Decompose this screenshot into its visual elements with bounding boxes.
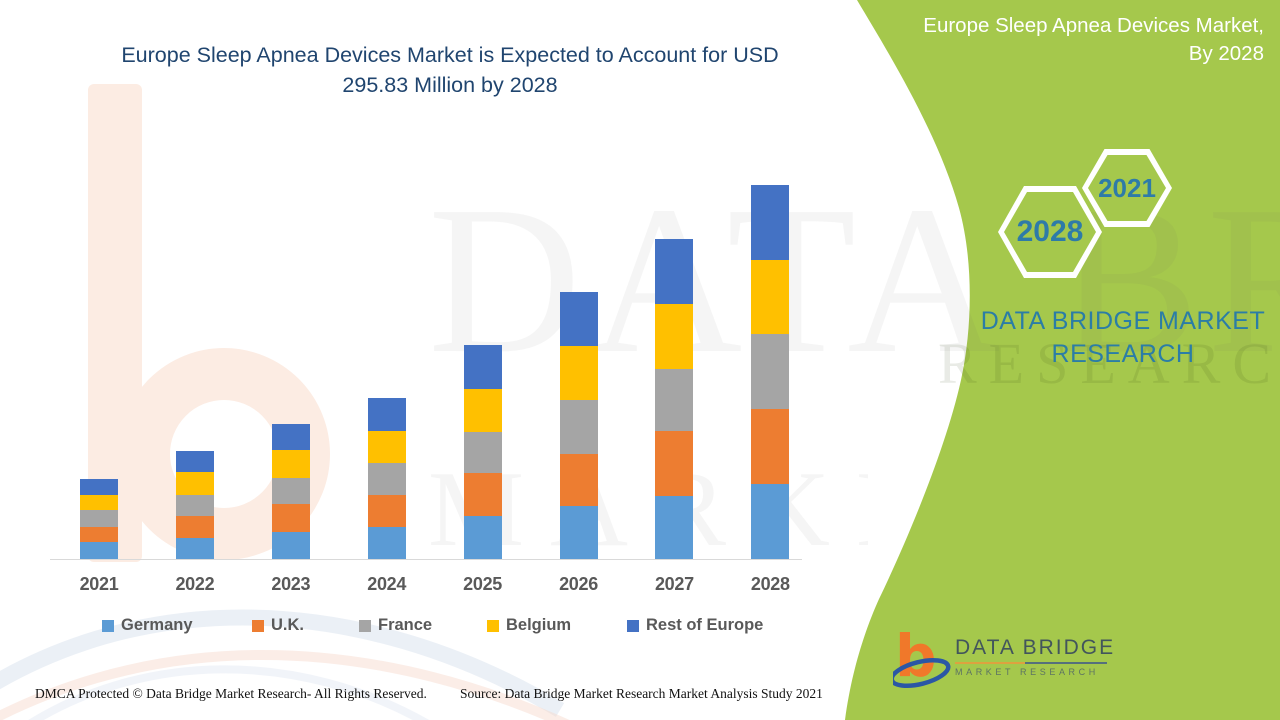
x-axis-label-2026: 2026	[559, 574, 598, 594]
bar-segment-france-2026	[559, 400, 598, 454]
bar-segment-france-2024	[367, 463, 406, 495]
bar-segment-germany-2022	[175, 538, 214, 559]
bar-segment-belgium-2021	[80, 494, 118, 510]
data-bridge-logo: b DATA BRIDGE MARKET RESEARCH	[893, 626, 1118, 692]
bar-segment-rest-of-europe-2023	[271, 424, 310, 450]
bar-segment-u-k--2028	[751, 409, 790, 485]
legend-item-belgium: Belgium	[487, 616, 571, 635]
legend-swatch	[102, 619, 114, 632]
bar-segment-belgium-2028	[751, 259, 790, 335]
bar-segment-rest-of-europe-2024	[367, 397, 406, 431]
legend-swatch	[487, 619, 499, 632]
x-axis-label-2028: 2028	[750, 574, 790, 594]
footer-dmca: DMCA Protected © Data Bridge Market Rese…	[35, 686, 427, 701]
x-axis-label-2023: 2023	[271, 574, 311, 594]
bar-segment-belgium-2024	[367, 430, 406, 464]
bar-segment-u-k--2025	[463, 473, 502, 516]
legend-label: Germany	[121, 616, 193, 634]
legend-item-rest-of-europe: Rest of Europe	[627, 616, 763, 635]
legend-swatch	[359, 619, 371, 632]
footer-source: Source: Data Bridge Market Research Mark…	[460, 686, 823, 701]
bar-segment-belgium-2026	[559, 346, 598, 401]
side-panel-title: Europe Sleep Apnea Devices Market, By 20…	[834, 12, 1264, 68]
bar-segment-u-k--2022	[175, 516, 214, 538]
bar-segment-u-k--2021	[80, 527, 118, 543]
bar-segment-u-k--2023	[271, 504, 310, 532]
legend-label: Belgium	[506, 616, 572, 634]
x-axis-label-2025: 2025	[463, 574, 503, 594]
bar-segment-germany-2025	[463, 516, 502, 559]
hexagon-badge-2021: 2021	[1082, 149, 1172, 227]
swoosh-watermark	[0, 609, 570, 720]
legend-label: Rest of Europe	[646, 616, 764, 634]
panel-brand-line2: RESEARCH	[1051, 340, 1195, 368]
side-panel-title-line2: By 2028	[1188, 42, 1264, 65]
bar-segment-rest-of-europe-2027	[655, 239, 694, 304]
hexagon-2028-label: 2028	[1016, 215, 1084, 248]
panel-brand-line1: DATA BRIDGE MARKET	[980, 307, 1266, 335]
bar-segment-belgium-2023	[271, 449, 310, 478]
chart-title-line2: 295.83 Million by 2028	[342, 73, 558, 97]
bar-segment-france-2023	[271, 477, 310, 505]
legend-item-germany: Germany	[102, 616, 193, 635]
bar-segment-u-k--2024	[367, 494, 406, 527]
x-axis-label-2021: 2021	[79, 574, 119, 594]
bar-segment-rest-of-europe-2021	[80, 478, 118, 495]
bar-segment-france-2025	[463, 432, 502, 474]
logo-tagline: MARKET RESEARCH	[955, 667, 1099, 677]
panel-brand-text: DATA BRIDGE MARKET RESEARCH	[937, 305, 1280, 371]
chart-title-line1: Europe Sleep Apnea Devices Market is Exp…	[121, 43, 779, 67]
bar-segment-u-k--2027	[655, 430, 694, 496]
legend-swatch	[627, 619, 639, 632]
x-axis-line	[50, 559, 802, 560]
legend-label: France	[378, 616, 433, 634]
side-panel-title-line1: Europe Sleep Apnea Devices Market,	[923, 14, 1264, 37]
bar-segment-rest-of-europe-2028	[751, 185, 790, 260]
bar-segment-germany-2023	[271, 531, 310, 559]
bar-segment-belgium-2022	[175, 472, 214, 496]
logo-underline	[955, 662, 1107, 664]
bar-segment-france-2028	[751, 334, 790, 410]
hexagon-badge-2028: 2028	[998, 186, 1102, 278]
bar-segment-germany-2021	[80, 542, 118, 559]
hexagon-2021-label: 2021	[1098, 172, 1156, 203]
x-axis-label-2024: 2024	[367, 574, 407, 594]
bar-segment-rest-of-europe-2026	[559, 292, 598, 347]
bar-segment-rest-of-europe-2025	[463, 345, 502, 389]
x-axis-label-2027: 2027	[654, 574, 694, 594]
chart-title: Europe Sleep Apnea Devices Market is Exp…	[58, 40, 842, 100]
bar-segment-france-2027	[655, 368, 694, 431]
legend-label: U.K.	[271, 616, 304, 634]
bar-segment-france-2022	[175, 495, 214, 516]
bar-segment-rest-of-europe-2022	[175, 451, 214, 472]
legend-swatch	[252, 619, 264, 632]
watermark-panel-research: RESEARCH	[938, 331, 1280, 396]
logo-b-icon: b	[893, 626, 951, 690]
legend-item-france: France	[359, 616, 432, 635]
logo-wordmark: DATA BRIDGE	[955, 636, 1116, 659]
bar-segment-belgium-2027	[655, 303, 694, 369]
bar-segment-germany-2028	[751, 484, 790, 559]
bar-segment-germany-2027	[655, 495, 694, 559]
bar-segment-germany-2026	[559, 506, 598, 559]
bar-segment-france-2021	[80, 509, 118, 527]
bar-segment-u-k--2026	[559, 453, 598, 506]
bar-segment-germany-2024	[367, 526, 406, 559]
bar-segment-belgium-2025	[463, 388, 502, 433]
legend-item-u-k-: U.K.	[252, 616, 304, 635]
x-axis-label-2022: 2022	[175, 574, 215, 594]
